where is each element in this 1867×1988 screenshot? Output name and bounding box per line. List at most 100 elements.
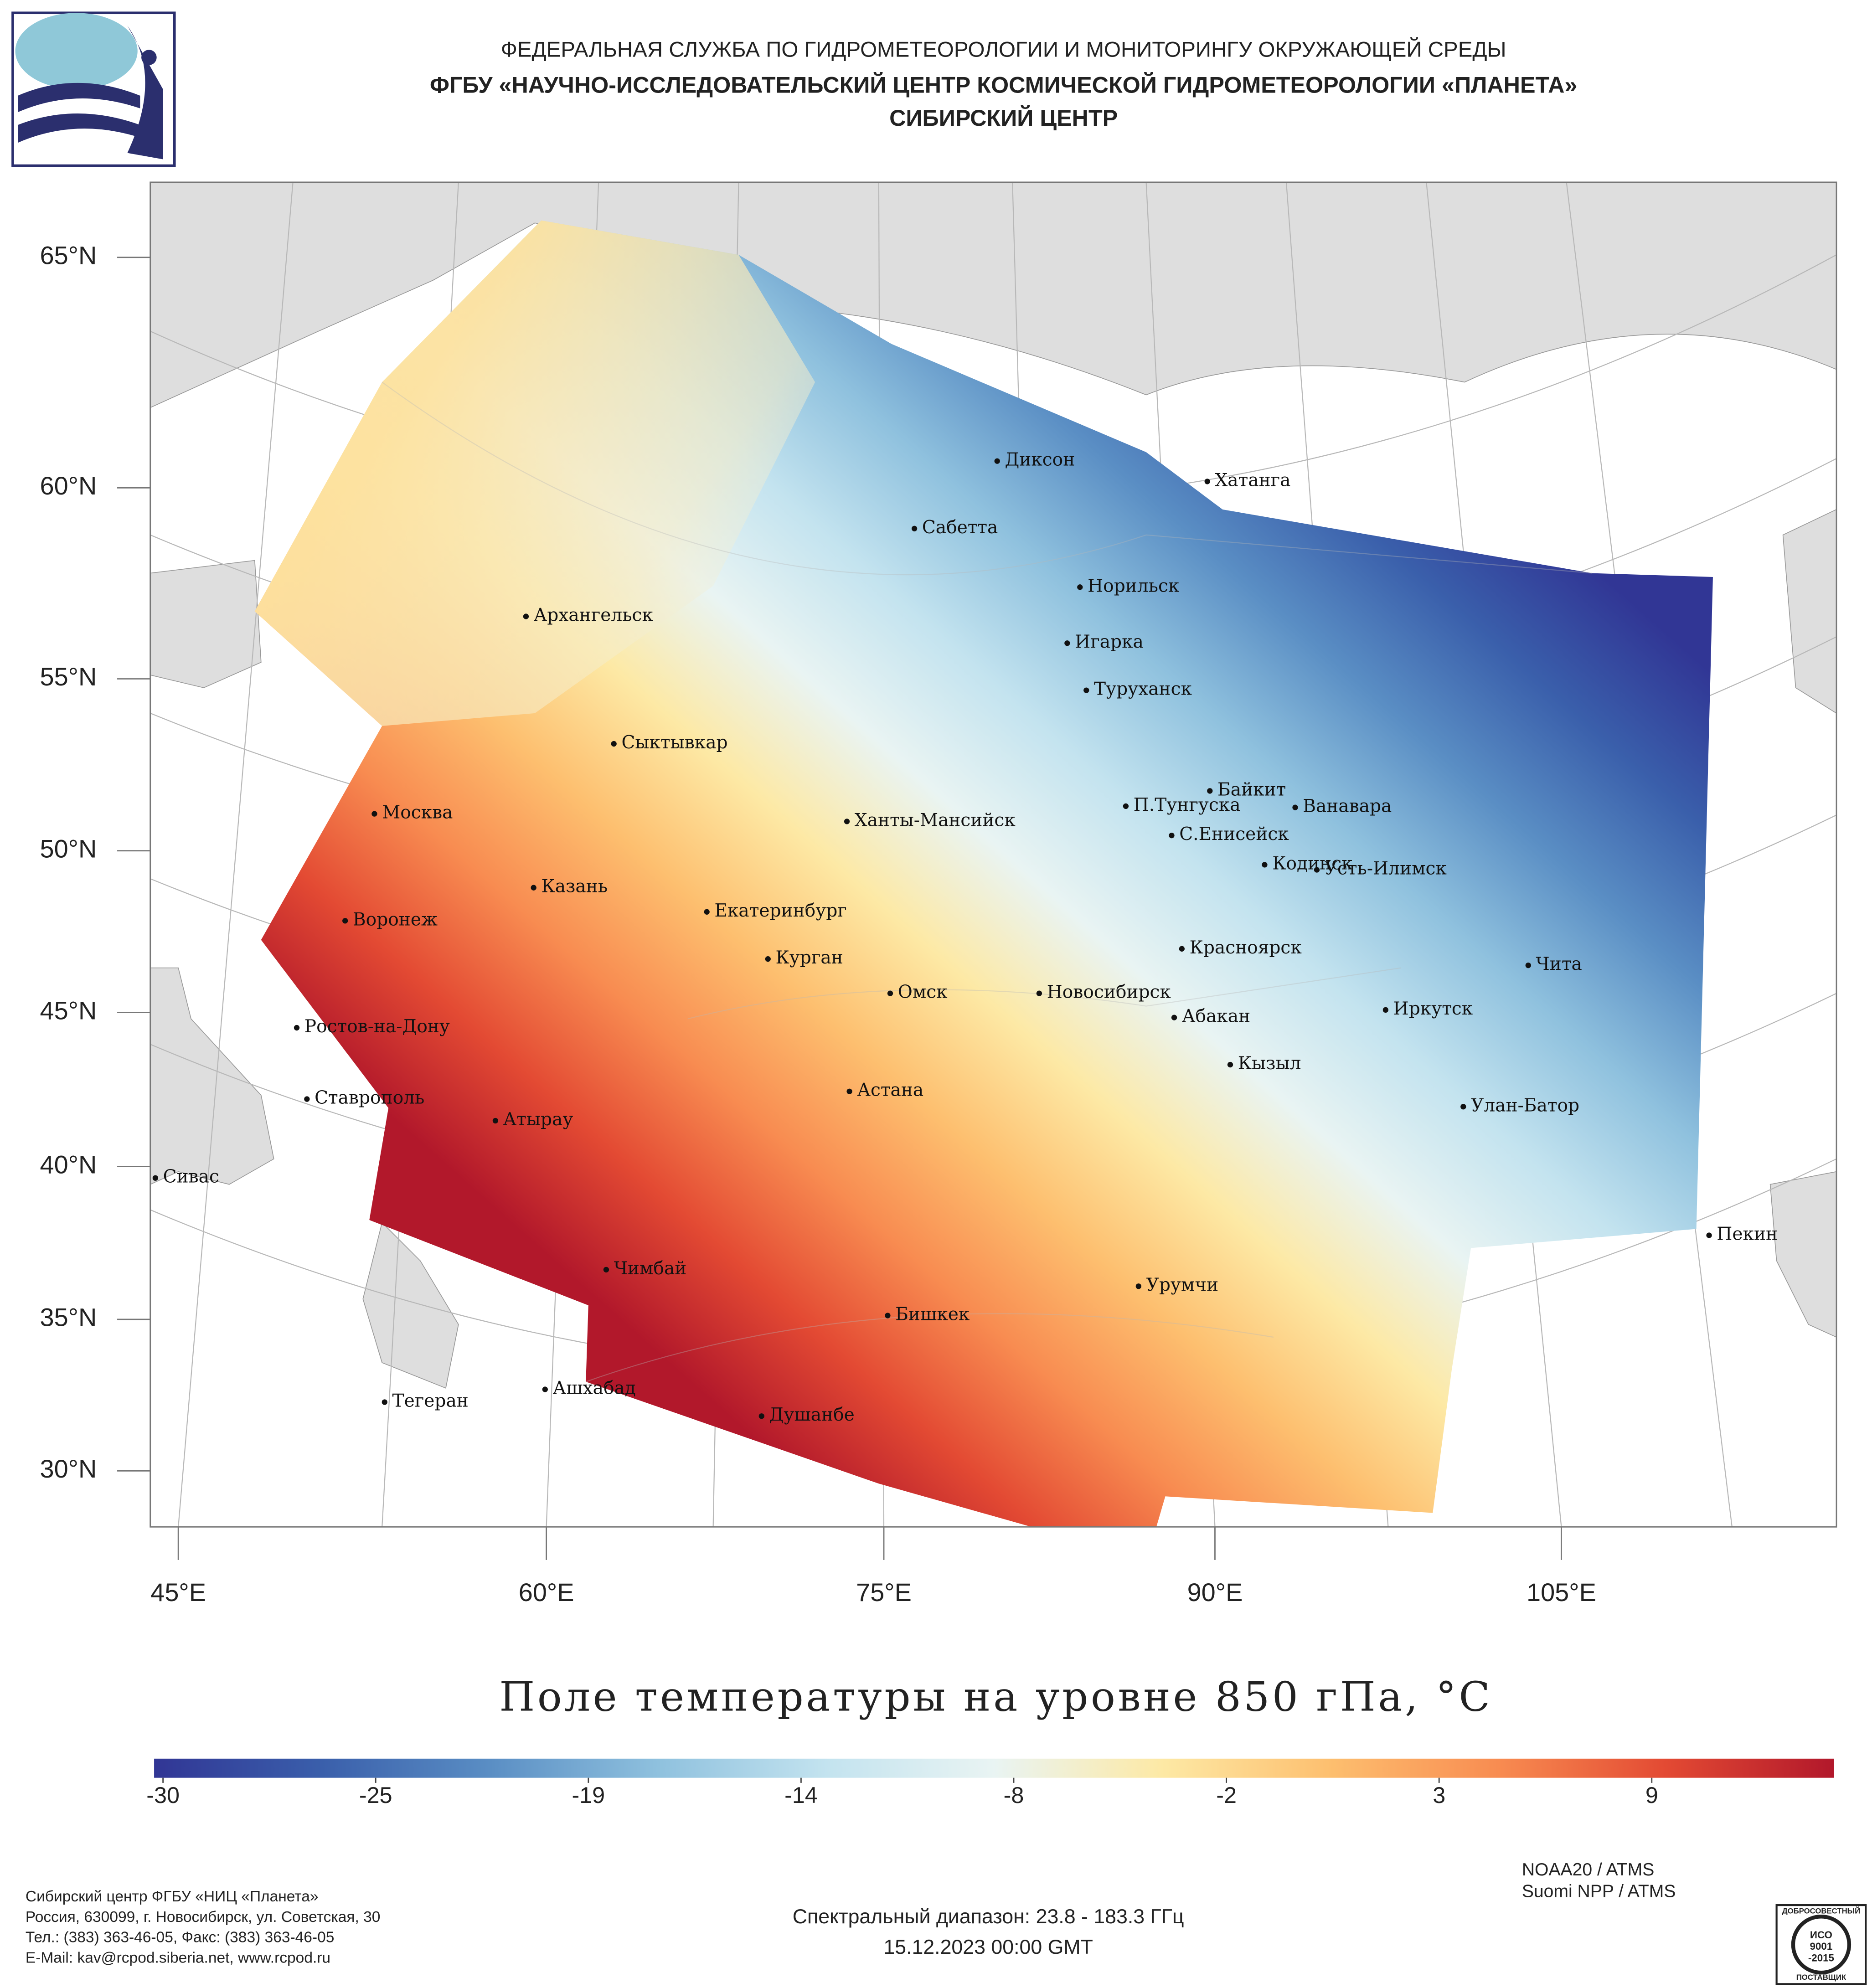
lat-label: 35°N [40,1303,97,1332]
colorbar-tick-label: 9 [1645,1782,1658,1808]
city-label: Сабетта [922,517,998,538]
city-dot [846,1088,852,1094]
city-label: Чимбай [614,1258,687,1279]
city-label: Ростов-на-Дону [304,1016,450,1037]
colorbar [154,1758,1834,1778]
city-label: Туруханск [1094,679,1192,700]
lon-label: 60°E [519,1578,574,1607]
header-line: СИБИРСКИЙ ЦЕНТР [889,105,1118,131]
certificate-text: ДОБРОСОВЕСТНЫЙ [1782,1906,1860,1915]
footer-line: E-Mail: kav@rcpod.siberia.net, www.rcpod… [26,1949,330,1966]
map [150,182,1836,1527]
city-label: Усть-Илимск [1325,859,1447,879]
city-label: Казань [541,876,608,897]
city-dot [1171,1015,1177,1020]
lat-label: 40°N [40,1150,97,1179]
city-label: П.Тунгуска [1134,795,1241,815]
city-dot [758,1413,764,1419]
lat-label: 55°N [40,662,97,691]
city-label: Курган [776,948,843,968]
logo [11,11,176,167]
city-dot [1179,946,1185,952]
lon-label: 105°E [1527,1578,1596,1607]
colorbar-tick-label: -8 [1004,1782,1024,1808]
city-label: Астана [857,1080,923,1101]
footer-line: Сибирский центр ФГБУ «НИЦ «Планета» [26,1888,319,1905]
lon-label: 75°E [856,1578,912,1607]
city-label: Пекин [1717,1224,1778,1244]
city-dot [603,1267,609,1273]
city-dot [1460,1104,1466,1110]
city-dot [1036,990,1042,996]
certificate-text: ПОСТАВЩИК [1796,1973,1846,1982]
city-label: Игарка [1075,632,1144,652]
city-dot [1314,867,1320,873]
map-title: Поле температуры на уровне 850 гПа, °С [499,1674,1492,1721]
city-dot [765,956,771,962]
city-label: Кызыл [1238,1053,1301,1074]
city-dot [1292,804,1298,810]
city-label: Ванавара [1303,796,1392,817]
city-label: Тегеран [392,1391,469,1411]
colorbar-tick-label: -2 [1216,1782,1237,1808]
city-dot [1706,1232,1712,1238]
city-dot [1525,962,1531,968]
city-dot [1227,1061,1233,1068]
colorbar-tick-label: -19 [572,1782,605,1808]
lon-label: 45°E [150,1578,206,1607]
city-label: Ашхабад [553,1378,636,1399]
city-dot [342,918,348,924]
city-dot [492,1118,499,1124]
city-dot [1077,584,1083,590]
satellite: NOAA20 / ATMS [1522,1860,1655,1880]
city-label: Москва [382,803,453,823]
city-label: Омск [898,982,948,1003]
spectral-range: Спектральный диапазон: 23.8 - 183.3 ГГц [793,1906,1184,1928]
city-dot [294,1025,300,1031]
city-dot [1169,833,1175,839]
city-dot [1135,1283,1141,1289]
city-label: Сивас [163,1167,219,1187]
city-label: Хатанга [1215,470,1290,490]
city-label: Сыктывкар [621,732,727,753]
city-label: Атырау [503,1109,573,1130]
city-label: С.Енисейск [1179,824,1289,845]
city-dot [1123,803,1129,809]
lat-label: 45°N [40,996,97,1025]
certificate-text: ИСО [1810,1929,1832,1941]
colorbar-tick-label: -30 [146,1782,180,1808]
header-line: ФГБУ «НАУЧНО-ИССЛЕДОВАТЕЛЬСКИЙ ЦЕНТР КОС… [430,72,1577,98]
city-dot [611,741,617,747]
city-label: Новосибирск [1047,982,1171,1003]
colorbar-tick-label: 3 [1433,1782,1445,1808]
datetime: 15.12.2023 00:00 GMT [883,1936,1093,1958]
lat-label: 30°N [40,1454,97,1483]
footer-line: Тел.: (383) 363-46-05, Факс: (383) 363-4… [26,1929,334,1946]
city-label: Диксон [1005,450,1075,470]
certificate-logo [1775,1904,1867,1985]
city-dot [1262,862,1268,868]
city-label: Иркутск [1393,999,1473,1019]
city-label: Ханты-Мансийск [855,810,1016,830]
city-label: Душанбе [769,1405,855,1425]
city-dot [1204,479,1210,484]
city-dot [542,1386,548,1392]
city-label: Красноярск [1190,937,1302,958]
city-dot [531,885,536,891]
city-label: Екатеринбург [714,901,846,921]
city-dot [1083,687,1089,693]
city-dot [523,613,529,619]
city-dot [994,458,1000,464]
city-dot [885,1313,891,1318]
city-label: Абакан [1182,1006,1250,1027]
city-dot [1207,788,1213,794]
certificate-text: -2015 [1808,1952,1834,1963]
city-dot [371,811,377,817]
certificate-text: 9001 [1810,1941,1833,1952]
colorbar-tick-label: -25 [359,1782,392,1808]
colorbar-tick-label: -14 [784,1782,818,1808]
city-dot [304,1096,310,1102]
lat-label: 50°N [40,834,97,863]
city-label: Ставрополь [315,1088,424,1108]
header-line: ФЕДЕРАЛЬНАЯ СЛУЖБА ПО ГИДРОМЕТЕОРОЛОГИИ … [501,37,1506,62]
